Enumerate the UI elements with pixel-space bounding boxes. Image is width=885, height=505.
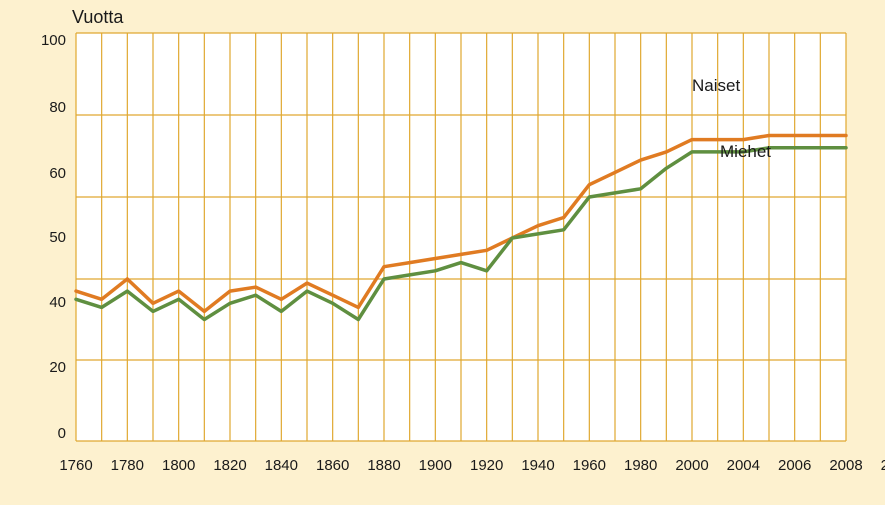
y-tick-label: 40 <box>49 294 66 311</box>
x-tick-label: 1940 <box>521 457 554 474</box>
x-tick-label: 1860 <box>316 457 349 474</box>
x-tick-label: 1840 <box>265 457 298 474</box>
y-tick-label: 20 <box>49 359 66 376</box>
series-line-miehet <box>74 146 848 322</box>
series-label-naiset: Naiset <box>692 76 740 95</box>
y-tick-label: 50 <box>49 229 66 246</box>
x-tick-label: 1920 <box>470 457 503 474</box>
y-tick-label: 80 <box>49 99 66 116</box>
x-tick-label: 2000 <box>675 457 708 474</box>
y-tick-label: 0 <box>58 425 66 442</box>
x-tick-label: 1980 <box>624 457 657 474</box>
x-tick-label: 1820 <box>213 457 246 474</box>
x-tick-label: 1900 <box>419 457 452 474</box>
x-tick-label: 1780 <box>111 457 144 474</box>
series-line-naiset <box>74 133 848 314</box>
x-tick-label: 1960 <box>573 457 606 474</box>
x-tick-label: 2008 <box>829 457 862 474</box>
x-tick-label: 1800 <box>162 457 195 474</box>
series-label-miehet: Miehet <box>720 142 771 161</box>
series-lines <box>74 133 848 322</box>
x-tick-label: 2010 <box>881 457 885 474</box>
y-tick-label: 100 <box>41 32 66 49</box>
y-tick-label: 60 <box>49 165 66 182</box>
x-tick-label: 2006 <box>778 457 811 474</box>
tick-labels: 100 80 60 50 40 20 0 1760 1780 1800 1820 1840 1860 18… <box>41 32 885 474</box>
y-axis-title: Vuotta <box>72 7 124 27</box>
x-tick-label: 2004 <box>727 457 760 474</box>
grid <box>75 32 847 442</box>
x-tick-label: 1760 <box>59 457 92 474</box>
x-tick-label: 1880 <box>367 457 400 474</box>
